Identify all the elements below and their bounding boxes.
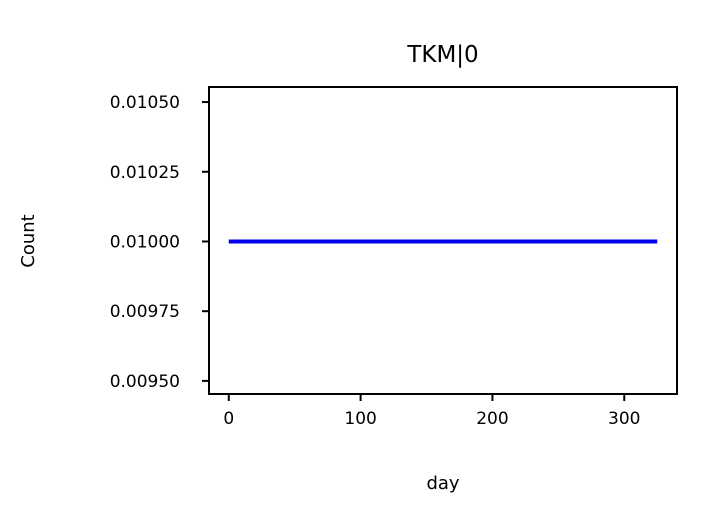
y-tick-label: 0.00950 — [110, 372, 180, 392]
x-tick-label: 100 — [344, 409, 376, 429]
x-axis: 0 100 200 300 — [223, 394, 640, 429]
y-axis-label: Count — [18, 214, 39, 267]
y-tick-label: 0.01050 — [110, 93, 180, 113]
x-tick-label: 200 — [476, 409, 508, 429]
y-tick-label: 0.01000 — [110, 232, 180, 252]
y-tick-label: 0.01025 — [110, 163, 180, 183]
x-tick-label: 0 — [223, 409, 234, 429]
x-axis-label: day — [426, 473, 459, 494]
x-tick-label: 300 — [608, 409, 640, 429]
y-tick-label: 0.00975 — [110, 302, 180, 322]
chart-title: TKM|0 — [406, 42, 478, 68]
y-axis: 0.00950 0.00975 0.01000 0.01025 0.01050 — [110, 93, 209, 392]
